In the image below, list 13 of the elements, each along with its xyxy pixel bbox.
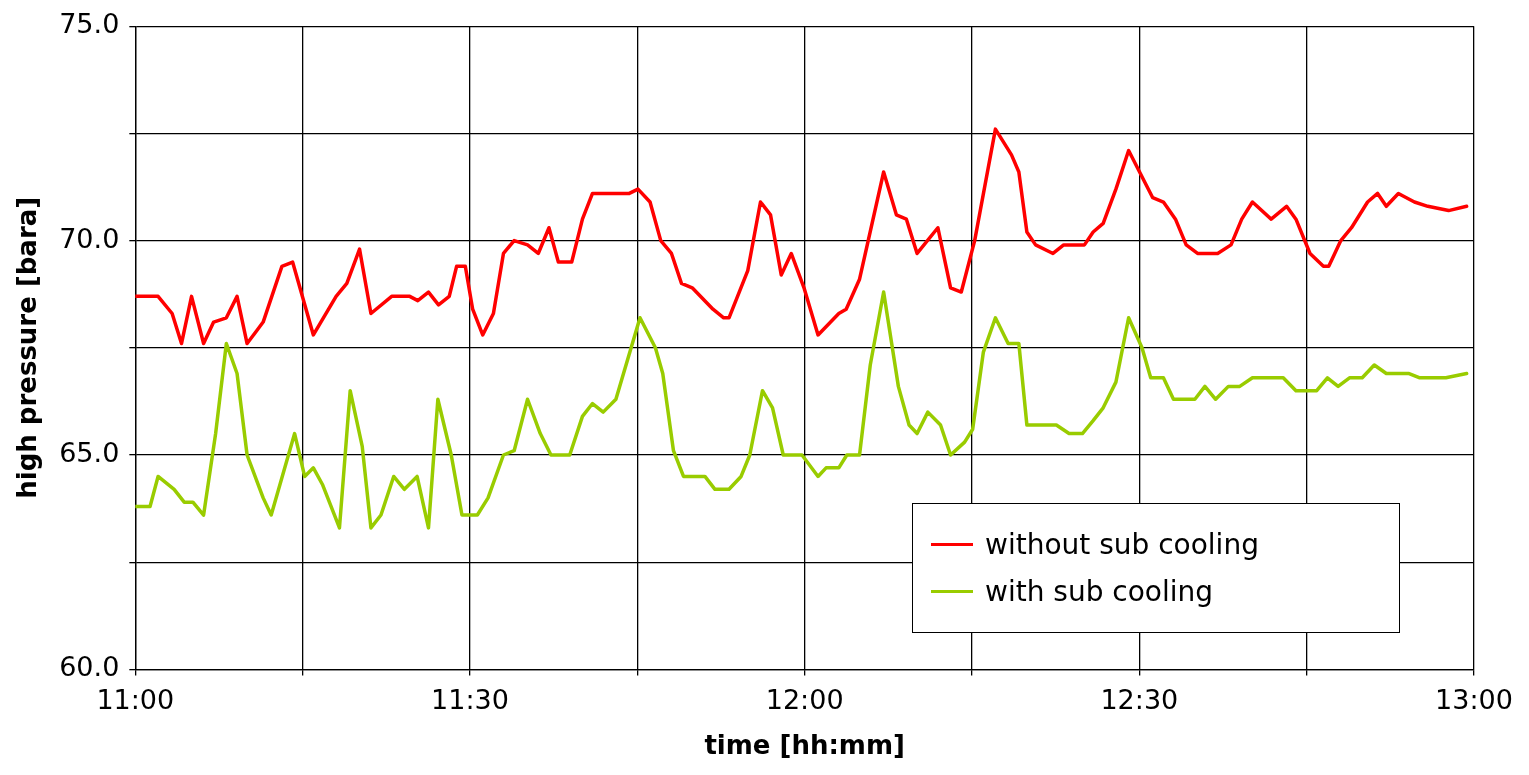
x-tick-label: 12:00 (765, 683, 844, 715)
x-tick-label: 11:30 (431, 683, 509, 715)
y-tick-label: 65.0 (59, 437, 120, 469)
y-tick-label: 70.0 (59, 222, 120, 254)
y-axis-title: high pressure [bara] (12, 196, 43, 499)
y-tick-label: 75.0 (59, 8, 120, 40)
x-axis-title: time [hh:mm] (704, 730, 905, 761)
legend-label: without sub cooling (985, 528, 1259, 562)
legend-label: with sub cooling (985, 575, 1214, 609)
x-tick-label: 13:00 (1435, 683, 1513, 715)
x-tick-label: 11:00 (96, 683, 175, 715)
x-tick-label: 12:30 (1100, 683, 1179, 715)
y-tick-label: 60.0 (59, 651, 120, 683)
